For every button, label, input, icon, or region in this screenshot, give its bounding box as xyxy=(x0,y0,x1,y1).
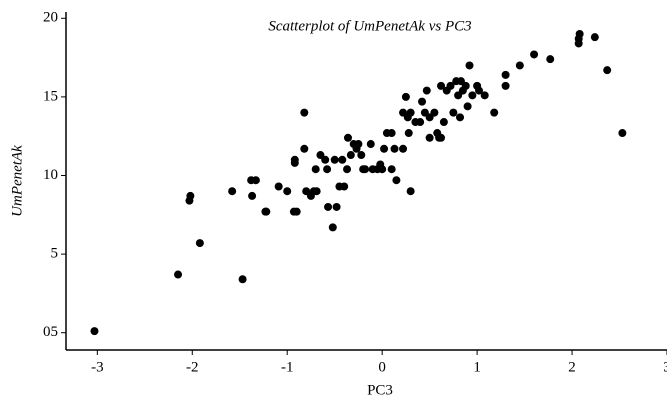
point xyxy=(248,191,257,200)
point xyxy=(290,155,299,164)
point xyxy=(468,91,477,100)
point xyxy=(346,151,355,160)
point xyxy=(446,81,455,90)
point xyxy=(461,81,470,90)
point xyxy=(463,102,472,111)
point xyxy=(262,207,271,216)
point xyxy=(439,118,448,127)
point xyxy=(418,97,427,106)
point xyxy=(174,270,183,279)
point xyxy=(437,81,446,90)
point xyxy=(501,81,510,90)
point xyxy=(404,129,413,138)
x-tick-label: 1 xyxy=(473,359,481,375)
x-tick-label: 0 xyxy=(378,359,386,375)
point xyxy=(343,165,352,174)
point xyxy=(332,202,341,211)
point xyxy=(283,187,292,196)
point xyxy=(399,144,408,153)
y-tick-label: 20 xyxy=(43,10,58,26)
point xyxy=(515,61,524,70)
x-axis-label: PC3 xyxy=(367,382,393,398)
point xyxy=(401,92,410,101)
point xyxy=(328,223,337,232)
x-tick-label: 3 xyxy=(663,359,667,375)
point xyxy=(490,108,499,117)
point xyxy=(195,239,204,248)
x-tick-label: -2 xyxy=(186,359,199,375)
point xyxy=(323,165,332,174)
point xyxy=(300,144,309,153)
y-tick-label: 05 xyxy=(43,324,58,340)
point xyxy=(456,113,465,122)
point xyxy=(380,144,389,153)
point xyxy=(228,187,237,196)
x-tick-label: -1 xyxy=(281,359,294,375)
point xyxy=(378,165,387,174)
point xyxy=(312,187,321,196)
point xyxy=(387,129,396,138)
point xyxy=(238,275,247,284)
point xyxy=(354,140,363,149)
point xyxy=(292,207,301,216)
point xyxy=(530,50,539,59)
point xyxy=(392,176,401,185)
point xyxy=(300,108,309,117)
point xyxy=(618,129,627,138)
point xyxy=(343,133,352,142)
point xyxy=(338,155,347,164)
point xyxy=(574,39,583,48)
y-tick-label: 10 xyxy=(43,167,58,183)
y-axis-label: UmPenetAk xyxy=(9,145,25,217)
point xyxy=(340,182,349,191)
point xyxy=(406,187,415,196)
point xyxy=(330,155,339,164)
point xyxy=(425,133,434,142)
point xyxy=(546,55,555,64)
point xyxy=(390,144,399,153)
point xyxy=(387,165,396,174)
x-tick-label: -3 xyxy=(91,359,104,375)
point xyxy=(422,86,431,95)
point xyxy=(406,108,415,117)
point xyxy=(416,118,425,127)
point xyxy=(501,70,510,79)
point xyxy=(430,108,439,117)
point xyxy=(480,91,489,100)
point xyxy=(603,66,612,75)
point xyxy=(437,133,446,142)
point xyxy=(465,61,474,70)
point xyxy=(357,151,366,160)
point xyxy=(324,202,333,211)
point xyxy=(90,327,99,336)
point xyxy=(311,165,320,174)
point xyxy=(361,165,370,174)
point xyxy=(590,33,599,42)
x-tick-label: 2 xyxy=(568,359,576,375)
point xyxy=(251,176,260,185)
point xyxy=(366,140,375,149)
point xyxy=(475,86,484,95)
point xyxy=(449,108,458,117)
chart-title: Scatterplot of UmPenetAk vs PC3 xyxy=(268,18,471,34)
point xyxy=(575,30,584,39)
y-tick-label: 5 xyxy=(51,246,59,262)
point xyxy=(274,182,283,191)
y-tick-label: 15 xyxy=(43,88,58,104)
point xyxy=(321,155,330,164)
point xyxy=(185,196,194,205)
